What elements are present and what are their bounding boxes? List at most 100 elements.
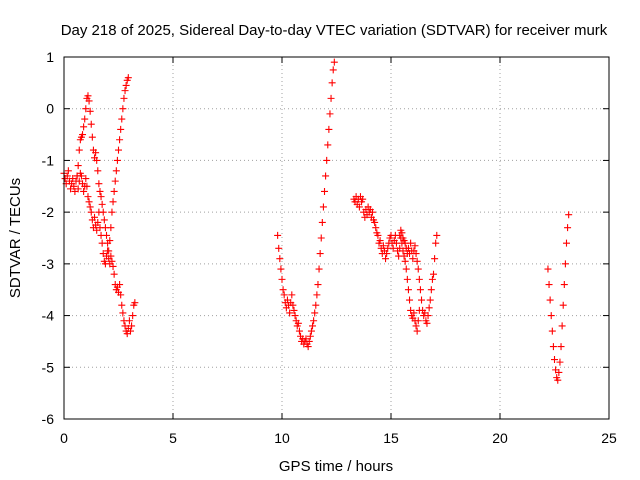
data-point bbox=[111, 177, 119, 185]
grid-lines bbox=[64, 57, 609, 419]
data-point bbox=[562, 239, 570, 247]
data-point bbox=[327, 94, 335, 102]
x-axis-label: GPS time / hours bbox=[279, 458, 393, 475]
data-point bbox=[278, 275, 286, 283]
axis-ticks bbox=[63, 56, 610, 420]
data-point bbox=[304, 343, 312, 351]
data-point bbox=[85, 97, 93, 105]
data-point bbox=[313, 291, 321, 299]
data-point bbox=[311, 309, 319, 317]
data-point bbox=[307, 327, 315, 335]
data-point bbox=[314, 281, 322, 289]
data-point bbox=[355, 203, 363, 211]
data-point bbox=[418, 296, 426, 304]
data-points bbox=[60, 58, 573, 384]
data-point bbox=[82, 105, 90, 113]
data-point bbox=[92, 149, 100, 157]
data-point bbox=[382, 255, 390, 263]
data-point bbox=[316, 250, 324, 258]
y-tick-label: 0 bbox=[46, 101, 54, 117]
data-point bbox=[410, 309, 418, 317]
data-point bbox=[110, 187, 118, 195]
data-point bbox=[107, 252, 115, 260]
data-point bbox=[559, 301, 567, 309]
y-tick-labels: -6 -5 -4 -3 -2 -1 0 1 bbox=[42, 49, 55, 427]
x-tick-label: 5 bbox=[169, 430, 177, 446]
data-point bbox=[407, 239, 415, 247]
series-segment-4 bbox=[350, 193, 423, 335]
data-point bbox=[118, 301, 126, 309]
data-point bbox=[560, 281, 568, 289]
series-segment-2 bbox=[73, 74, 132, 255]
data-point bbox=[289, 301, 297, 309]
data-point bbox=[112, 167, 120, 175]
data-point bbox=[87, 120, 95, 128]
y-tick-label: -1 bbox=[42, 152, 55, 168]
data-point bbox=[80, 187, 88, 195]
data-point bbox=[323, 156, 331, 164]
data-point bbox=[73, 172, 81, 180]
data-point bbox=[115, 146, 122, 154]
x-tick-label: 15 bbox=[383, 430, 399, 446]
x-tick-label: 25 bbox=[601, 430, 617, 446]
data-point bbox=[372, 224, 380, 232]
data-point bbox=[274, 231, 282, 239]
data-point bbox=[126, 327, 134, 335]
data-point bbox=[294, 319, 302, 327]
plot-frame bbox=[63, 56, 610, 420]
data-point bbox=[321, 187, 329, 195]
data-point bbox=[425, 304, 433, 312]
y-tick-label: 1 bbox=[46, 49, 54, 65]
data-point bbox=[288, 291, 296, 299]
data-point bbox=[374, 231, 382, 239]
data-point bbox=[75, 146, 83, 154]
data-point bbox=[309, 322, 317, 330]
data-point bbox=[402, 265, 410, 273]
data-point bbox=[549, 343, 557, 351]
data-point bbox=[275, 244, 283, 252]
data-point bbox=[105, 247, 113, 255]
data-point bbox=[109, 198, 117, 206]
data-point bbox=[557, 343, 565, 351]
data-point bbox=[277, 265, 285, 273]
data-point bbox=[80, 123, 88, 131]
data-point bbox=[424, 312, 432, 320]
data-point bbox=[122, 81, 130, 89]
data-point bbox=[70, 182, 78, 190]
data-point bbox=[322, 172, 330, 180]
series-segment-3 bbox=[274, 58, 338, 351]
data-point bbox=[108, 257, 116, 265]
data-point bbox=[119, 105, 127, 113]
data-point bbox=[426, 296, 434, 304]
data-point bbox=[94, 218, 102, 226]
data-point bbox=[318, 218, 326, 226]
data-point bbox=[555, 368, 563, 376]
data-point bbox=[371, 218, 379, 226]
data-point bbox=[108, 208, 116, 216]
data-point bbox=[100, 216, 108, 224]
data-point bbox=[416, 286, 424, 294]
y-axis-label: SDTVAR / TECUs bbox=[7, 178, 24, 298]
data-point bbox=[544, 265, 552, 273]
data-point bbox=[87, 208, 95, 216]
data-point bbox=[389, 244, 397, 252]
data-point bbox=[106, 237, 114, 245]
data-point bbox=[383, 250, 391, 258]
x-tick-label: 10 bbox=[274, 430, 290, 446]
data-point bbox=[91, 213, 99, 221]
data-point bbox=[326, 110, 334, 118]
data-point bbox=[556, 358, 564, 366]
data-point bbox=[82, 175, 90, 183]
data-point bbox=[94, 167, 102, 175]
data-point bbox=[324, 141, 332, 149]
data-point bbox=[433, 231, 441, 239]
data-point bbox=[409, 255, 417, 263]
data-point bbox=[119, 309, 127, 317]
data-point bbox=[103, 231, 111, 239]
data-point bbox=[548, 327, 556, 335]
data-point bbox=[325, 125, 333, 133]
data-point bbox=[379, 242, 387, 250]
data-point bbox=[551, 356, 558, 364]
data-point bbox=[406, 296, 414, 304]
data-point bbox=[564, 224, 572, 232]
